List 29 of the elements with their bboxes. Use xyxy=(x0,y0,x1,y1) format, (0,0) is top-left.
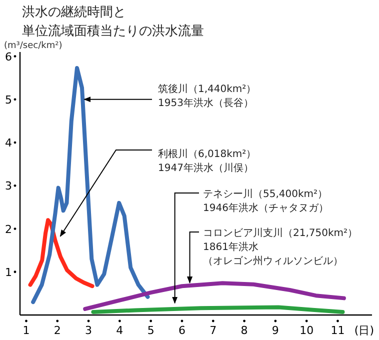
line-series xyxy=(28,218,94,288)
x-tick-label: 4 xyxy=(116,324,124,337)
x-tick-label: 5 xyxy=(147,324,154,337)
y-tick-label: 3 xyxy=(5,180,12,193)
annotation: （オレゴン州ウィルソンビル） xyxy=(203,255,343,267)
y-tick-label: 5 xyxy=(5,93,12,106)
y-tick-label: 1 xyxy=(5,266,12,279)
x-tick-label: 11 xyxy=(330,324,345,337)
x-tick-label: 1 xyxy=(22,324,30,337)
x-axis-title: (日) xyxy=(354,324,374,337)
x-tick-label: 2 xyxy=(54,324,61,337)
chart-subtitle: 単位流域面積当たりの洪水流量 xyxy=(22,23,204,39)
chart-title: 洪水の継続時間と xyxy=(22,5,126,20)
x-tick-label: 9 xyxy=(272,324,279,337)
y-tick-label: 2 xyxy=(5,222,12,236)
x-tick-label: 3 xyxy=(85,324,92,337)
y-tick-label: 4 xyxy=(5,136,12,150)
x-tick-label: 6 xyxy=(178,324,186,337)
y-axis-title: (m³/sec/km²) xyxy=(4,41,62,51)
annotation: コロンビア川支川（21,750km²） 1861年洪水 xyxy=(203,227,358,253)
x-tick-label: 10 xyxy=(300,324,314,337)
x-tick-label: 7 xyxy=(210,324,217,337)
annotation: 利根川（6,018km²） 1947年洪水（川俣） xyxy=(158,148,256,174)
x-tick-label: 8 xyxy=(240,324,248,337)
annotation: テネシー川（55,400km²） 1946年洪水（チャタヌガ） xyxy=(203,188,328,214)
line-series xyxy=(83,281,346,311)
annotation: 筑後川（1,440km²） 1953年洪水（長谷） xyxy=(158,83,256,109)
y-tick-label: 6 xyxy=(5,50,12,64)
line-series xyxy=(31,66,150,304)
